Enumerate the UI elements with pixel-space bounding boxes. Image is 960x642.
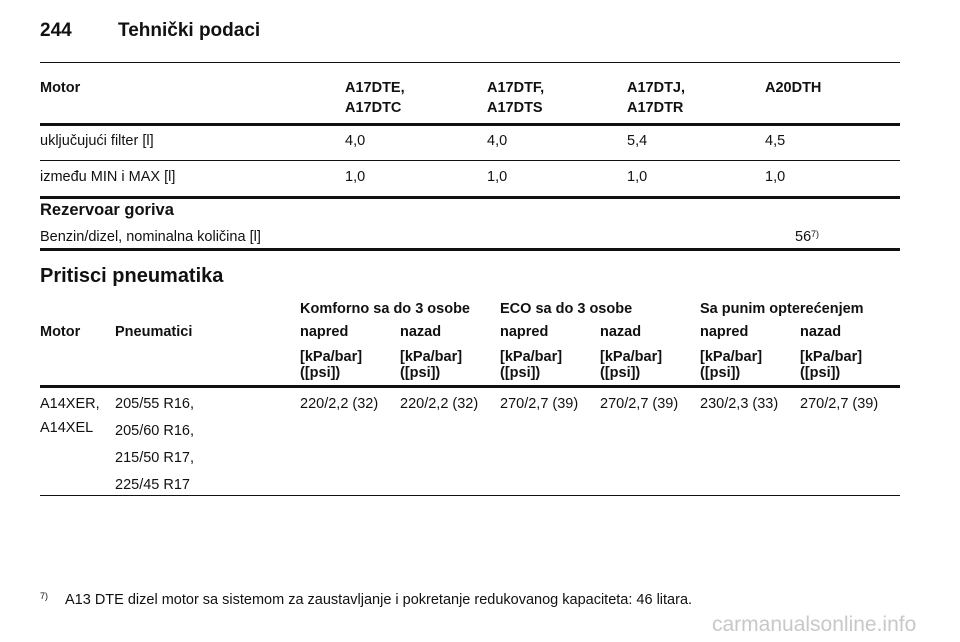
column-header: napred [500,324,549,340]
page-title: Tehnički podaci [118,20,261,41]
rule [40,196,900,199]
rule [40,495,900,496]
pressure: 270/2,7 (39) [600,396,679,412]
page-number: 244 [40,20,72,41]
cell: 1,0 [487,169,508,185]
cell: uključujući filter [l] [40,133,154,149]
cell: 1,0 [627,169,648,185]
unit: ([psi]) [500,365,541,381]
column-header: A17DTF, [487,80,545,96]
cell: 5,4 [627,133,648,149]
unit: ([psi]) [700,365,741,381]
pressure: 220/2,2 (32) [400,396,479,412]
rule [40,160,900,161]
unit: ([psi]) [800,365,841,381]
unit: [kPa/bar] [800,349,863,365]
tire: 215/50 R17, [115,450,195,466]
unit: ([psi]) [600,365,641,381]
cell: između MIN i MAX [l] [40,169,176,185]
cell: 4,0 [345,133,366,149]
column-header: A17DTJ, [627,80,686,96]
tire: 205/55 R16, [115,396,195,412]
column-header: nazad [800,324,842,340]
column-header: napred [300,324,349,340]
motor: A14XER, [40,396,100,412]
footnote-text: A13 DTE dizel motor sa sistemom za zaust… [65,592,693,608]
section-title: Rezervoar goriva [40,201,174,219]
unit: [kPa/bar] [300,349,363,365]
column-header: Motor [40,324,81,340]
footnote-marker: 7) [40,591,49,601]
column-header: Pneumatici [115,324,193,340]
column-header: A17DTE, [345,80,405,96]
tire: 205/60 R16, [115,423,195,439]
group-header: ECO sa do 3 osobe [500,301,633,317]
rule [40,62,900,63]
unit: [kPa/bar] [400,349,463,365]
column-header: nazad [600,324,642,340]
pressure: 230/2,3 (33) [700,396,779,412]
cell: 56 [795,229,812,245]
motor: A14XEL [40,420,94,436]
rule [40,248,900,251]
unit: ([psi]) [300,365,341,381]
section-title: Pritisci pneumatika [40,265,224,287]
column-header: A17DTS [487,100,543,116]
column-header: napred [700,324,749,340]
column-header: A17DTC [345,100,402,116]
rule [40,123,900,126]
unit: [kPa/bar] [700,349,763,365]
cell: 1,0 [345,169,366,185]
unit: ([psi]) [400,365,441,381]
group-header: Komforno sa do 3 osobe [300,301,470,317]
column-header: Motor [40,80,81,96]
cell: 4,5 [765,133,786,149]
unit: [kPa/bar] [600,349,663,365]
column-header: A17DTR [627,100,684,116]
cell: 4,0 [487,133,508,149]
rule [40,385,900,388]
pressure: 220/2,2 (32) [300,396,379,412]
tire: 225/45 R17 [115,477,190,493]
pressure: 270/2,7 (39) [500,396,579,412]
watermark: carmanualsonline.info [712,613,917,636]
cell: Benzin/dizel, nominalna količina [l] [40,229,261,245]
group-header: Sa punim opterećenjem [700,301,864,317]
pressure: 270/2,7 (39) [800,396,879,412]
footnote-ref: 7) [811,229,820,239]
column-header: nazad [400,324,442,340]
unit: [kPa/bar] [500,349,563,365]
column-header: A20DTH [765,80,822,96]
cell: 1,0 [765,169,786,185]
